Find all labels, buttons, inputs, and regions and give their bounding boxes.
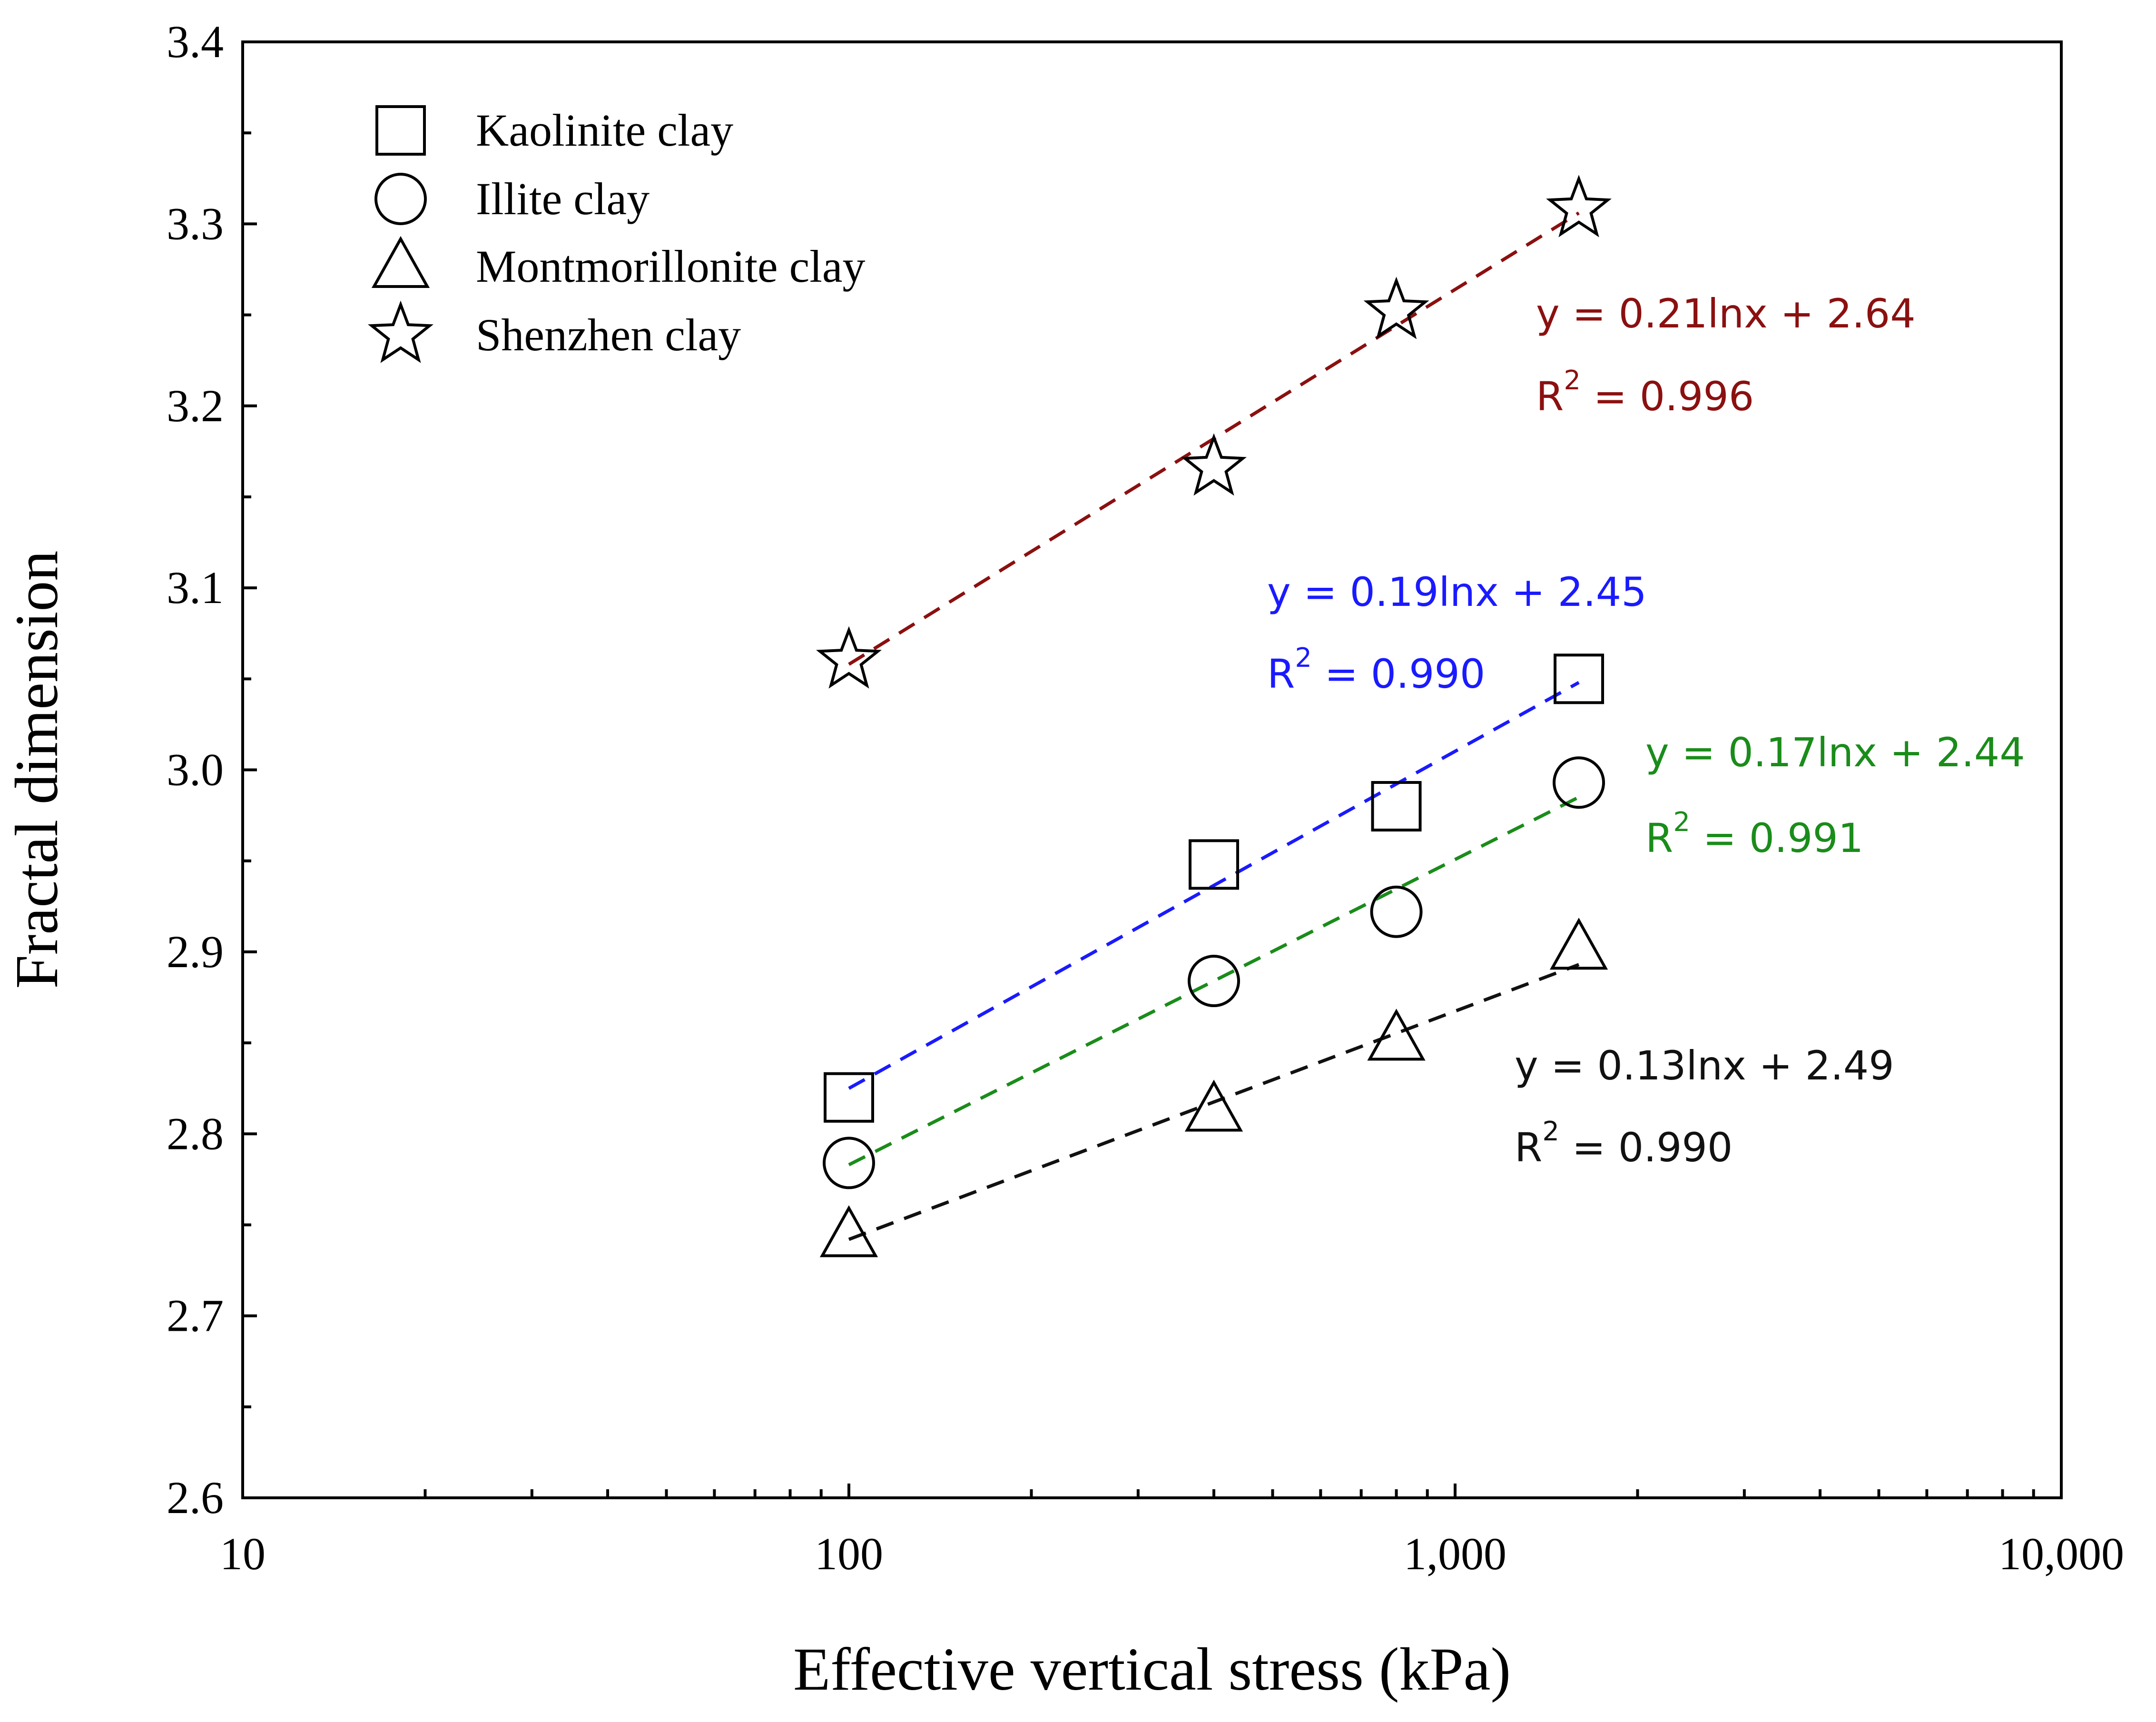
kaolinite-clay-point	[1189, 839, 1240, 890]
illite-clay-point	[1188, 955, 1240, 1008]
legend-illite-clay-label: Illite clay	[476, 173, 650, 224]
legend-kaolinite-clay-label: Kaolinite clay	[476, 105, 733, 156]
montmorillonite-clay-point	[1367, 1009, 1426, 1061]
x-tick-label: 1,000	[1404, 1528, 1506, 1579]
shenzhen-clay-point	[816, 626, 882, 689]
y-tick-label: 3.2	[167, 380, 224, 431]
legend-montmorillonite-clay-marker	[371, 236, 430, 288]
montmorillonite-clay-point	[1184, 1079, 1243, 1132]
y-tick-label: 3.3	[167, 198, 224, 249]
r-squared-symbol: R	[1645, 815, 1673, 861]
y-axis-title: Fractal dimension	[3, 551, 70, 989]
montmorillonite-clay-point	[819, 1205, 878, 1257]
r-squared-value: = 0.996	[1581, 373, 1754, 420]
r-squared-value: = 0.990	[1312, 651, 1485, 697]
r-squared-symbol: R	[1267, 651, 1295, 697]
shenzhen-clay-point	[1181, 433, 1247, 496]
legend: Kaolinite clay Illite clay Montmorillonite…	[367, 105, 866, 363]
r-squared-value: = 0.990	[1559, 1124, 1733, 1171]
y-tick-label: 2.8	[167, 1108, 224, 1159]
legend-shenzhen-clay-marker	[367, 300, 434, 363]
shenzhen-clay-r-squared: R2 = 0.996	[1536, 365, 1754, 420]
r-squared-superscript: 2	[1673, 807, 1690, 838]
montmorillonite-clay-r-squared: R2 = 0.990	[1515, 1116, 1733, 1171]
montmorillonite-clay-fit-line	[848, 963, 1580, 1241]
legend-kaolinite-clay-marker	[375, 105, 426, 156]
x-tick-label: 100	[815, 1528, 883, 1579]
kaolinite-clay-point	[1371, 781, 1422, 831]
axis-ticks: 2.6 2.7 2.8 2.9 3.0 3.1 3.2 3.3 3.4 10 100 1,000 10,…	[167, 16, 2124, 1579]
kaolinite-clay-fit-line	[848, 681, 1580, 1090]
r-squared-value: = 0.991	[1690, 815, 1863, 861]
y-tick-label: 3.4	[167, 16, 224, 67]
illite-clay-fit-line	[848, 795, 1580, 1167]
shenzhen-clay-equation: y = 0.21lnx + 2.64	[1536, 290, 1916, 337]
r-squared-superscript: 2	[1295, 643, 1312, 673]
shenzhen-clay-point	[1363, 277, 1429, 339]
y-tick-label: 3.0	[167, 744, 224, 795]
x-tick-label: 10,000	[1998, 1528, 2124, 1579]
x-tick-label: 10	[220, 1528, 266, 1579]
y-tick-label: 2.6	[167, 1472, 224, 1523]
illite-clay-r-squared: R2 = 0.991	[1645, 807, 1863, 861]
illite-clay-equation: y = 0.17lnx + 2.44	[1645, 729, 2025, 776]
illite-clay-point	[1370, 885, 1423, 938]
r-squared-superscript: 2	[1564, 365, 1581, 396]
kaolinite-clay-point	[824, 1072, 874, 1123]
y-tick-label: 3.1	[167, 562, 224, 613]
r-squared-superscript: 2	[1542, 1116, 1559, 1147]
y-tick-label: 2.7	[167, 1290, 224, 1341]
data-markers	[816, 175, 1612, 1257]
r-squared-symbol: R	[1515, 1124, 1542, 1171]
illite-clay-point	[823, 1137, 875, 1189]
illite-clay-point	[1553, 756, 1605, 809]
legend-shenzhen-clay-label: Shenzhen clay	[476, 309, 741, 360]
kaolinite-clay-point	[1554, 653, 1605, 704]
x-axis-title: Effective vertical stress (kPa)	[793, 1635, 1511, 1703]
y-tick-label: 2.9	[167, 926, 224, 977]
legend-illite-clay-marker	[374, 173, 427, 225]
shenzhen-clay-point	[1546, 175, 1612, 238]
kaolinite-clay-r-squared: R2 = 0.990	[1267, 643, 1485, 697]
legend-montmorillonite-clay-label: Montmorillonite clay	[476, 241, 866, 292]
montmorillonite-clay-point	[1549, 918, 1608, 970]
r-squared-symbol: R	[1536, 373, 1564, 420]
kaolinite-clay-equation: y = 0.19lnx + 2.45	[1267, 569, 1647, 615]
montmorillonite-clay-equation: y = 0.13lnx + 2.49	[1515, 1042, 1894, 1089]
